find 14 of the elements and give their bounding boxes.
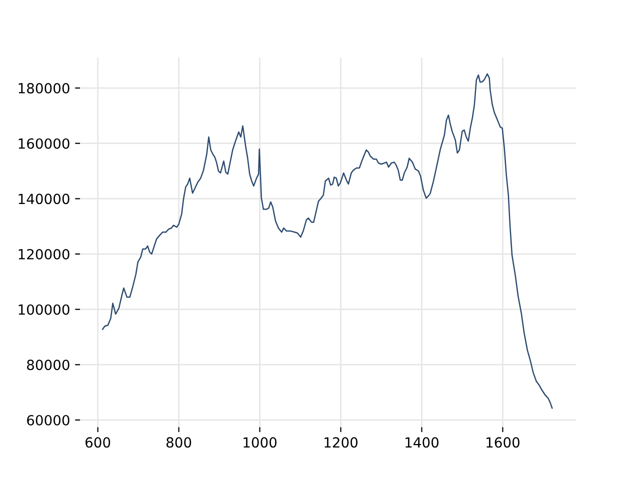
x-tick-label: 1000 xyxy=(244,437,277,448)
line-series xyxy=(102,73,553,409)
x-tick-label: 800 xyxy=(166,437,192,448)
y-tick-label: 160000 xyxy=(18,138,70,149)
x-tick-label: 1400 xyxy=(406,437,438,448)
y-tick-label: 100000 xyxy=(18,304,70,315)
y-tick-label: 80000 xyxy=(27,360,70,370)
y-tick-label: 140000 xyxy=(18,194,70,204)
x-tick-label: 1600 xyxy=(486,437,520,448)
x-tick-label: 1200 xyxy=(324,437,358,448)
y-tick-label: 180000 xyxy=(18,83,70,94)
x-tick-label: 600 xyxy=(86,437,110,448)
y-tick-label: 120000 xyxy=(18,248,70,260)
y-tick-label: 60000 xyxy=(27,414,70,426)
